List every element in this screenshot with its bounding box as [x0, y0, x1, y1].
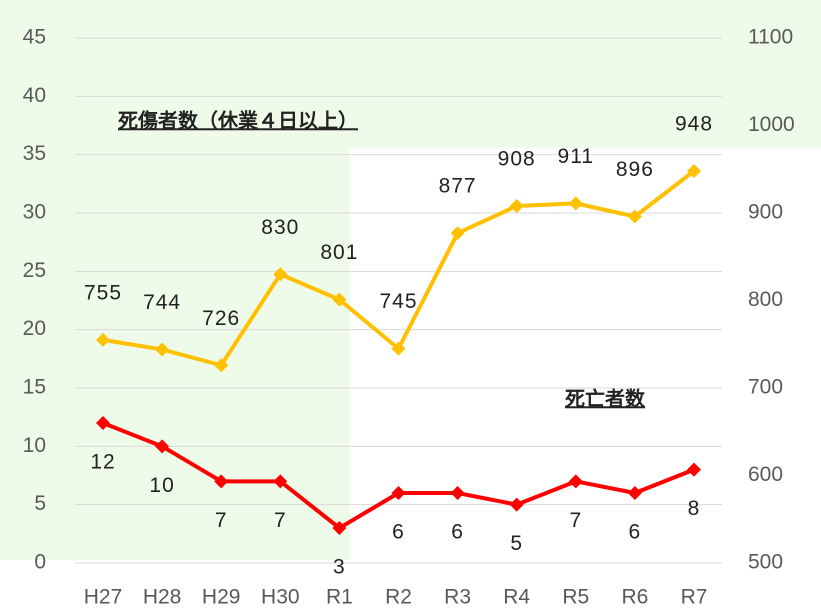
y2-tick-label: 700: [748, 376, 783, 399]
background: [350, 148, 821, 611]
data-label: 8: [688, 497, 701, 520]
x-tick-label: R3: [444, 586, 471, 609]
y-tick-label: 0: [34, 551, 46, 574]
x-tick-label: H27: [84, 586, 123, 609]
marker: [627, 486, 642, 500]
series-annotation: 死傷者数（休業４日以上）: [118, 108, 358, 132]
data-label: 877: [439, 175, 477, 198]
data-label: 7: [569, 509, 582, 532]
data-label: 830: [261, 216, 299, 239]
data-label: 12: [90, 451, 115, 474]
x-tick-label: H30: [261, 586, 300, 609]
marker: [568, 196, 583, 211]
y-tick-label: 20: [23, 317, 46, 340]
x-tick-label: R6: [621, 586, 648, 609]
y-tick-label: 45: [23, 26, 46, 49]
data-label: 6: [629, 521, 642, 544]
data-label: 6: [451, 521, 464, 544]
data-label: 726: [202, 307, 240, 330]
data-label: 948: [675, 113, 713, 136]
y-tick-label: 30: [23, 201, 46, 224]
marker: [332, 521, 347, 535]
data-label: 744: [143, 291, 181, 314]
data-label: 10: [149, 474, 174, 497]
y2-tick-label: 500: [748, 551, 783, 574]
x-tick-label: R2: [385, 586, 412, 609]
data-label: 7: [274, 509, 287, 532]
marker: [155, 439, 170, 454]
data-label: 908: [498, 148, 536, 171]
y2-tick-label: 1000: [748, 113, 795, 136]
data-label: 3: [333, 556, 346, 579]
data-label: 755: [84, 281, 122, 304]
x-tick-label: H29: [202, 586, 241, 609]
marker: [450, 226, 465, 241]
y2-tick-label: 800: [748, 288, 783, 311]
marker: [450, 486, 465, 500]
y-tick-label: 40: [23, 84, 46, 107]
y-tick-label: 10: [23, 434, 46, 457]
x-tick-label: H28: [143, 586, 182, 609]
data-label: 5: [510, 532, 523, 555]
marker: [214, 474, 229, 489]
marker: [687, 164, 701, 178]
marker: [96, 416, 110, 430]
data-label: 6: [392, 521, 405, 544]
data-label: 801: [320, 241, 358, 264]
marker: [687, 462, 701, 477]
data-label: 896: [616, 158, 654, 181]
x-tick-label: R1: [326, 586, 353, 609]
marker: [332, 292, 347, 307]
data-label: 7: [215, 509, 228, 532]
series-annotation: 死亡者数: [565, 386, 646, 410]
marker: [273, 267, 288, 282]
y2-tick-label: 1100: [748, 26, 793, 49]
y2-tick-label: 600: [748, 463, 783, 486]
data-label: 911: [558, 145, 594, 168]
marker: [627, 209, 642, 224]
marker: [391, 486, 406, 500]
marker: [509, 199, 524, 213]
marker: [273, 474, 288, 489]
marker: [391, 341, 406, 356]
x-tick-label: R7: [681, 586, 708, 609]
marker: [509, 497, 524, 512]
marker: [96, 332, 110, 347]
background: [0, 560, 821, 611]
y-tick-label: 15: [23, 376, 46, 399]
y-tick-label: 35: [23, 142, 46, 165]
marker: [568, 474, 583, 489]
x-tick-label: R4: [503, 586, 530, 609]
marker: [214, 358, 229, 373]
marker: [155, 342, 170, 357]
y-tick-label: 25: [23, 259, 46, 282]
y-tick-label: 5: [34, 492, 46, 515]
y2-tick-label: 900: [748, 201, 783, 224]
data-label: 745: [379, 290, 417, 313]
x-tick-label: R5: [562, 586, 589, 609]
